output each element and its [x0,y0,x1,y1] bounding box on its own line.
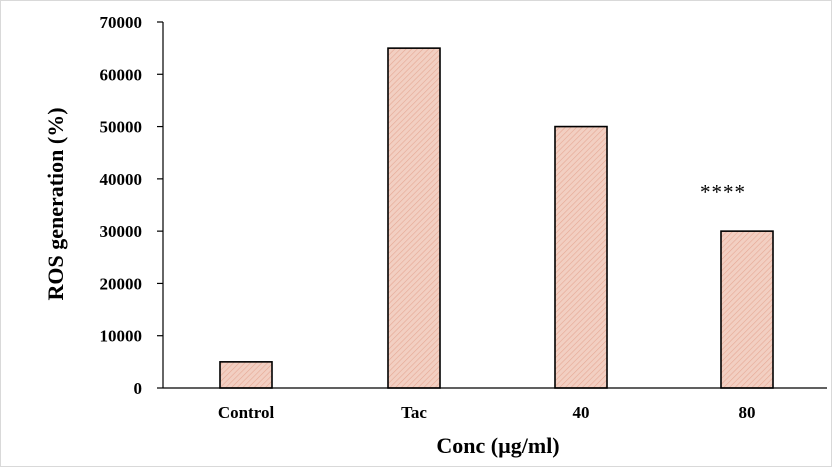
y-tick-label: 70000 [100,13,143,32]
bar-40 [554,125,608,389]
bar-80 [720,230,774,389]
bar-tac [387,47,441,389]
bar-control [219,361,273,389]
annotations: **** [700,180,746,204]
y-tick-label: 60000 [100,65,143,84]
x-tick-label: Control [218,403,275,422]
y-tick-labels: 0 10000 20000 30000 40000 50000 60000 70000 [100,13,163,398]
x-tick-label: 80 [739,403,756,422]
x-axis-title: Conc (µg/ml) [436,433,559,458]
y-tick-label: 50000 [100,118,143,137]
x-tick-labels: Control Tac 40 80 [218,403,756,422]
bars [219,47,774,389]
y-tick-label: 10000 [100,327,143,346]
x-tick-label: 40 [573,403,590,422]
y-tick-label: 0 [134,379,143,398]
y-tick-label: 40000 [100,170,143,189]
y-tick-label: 30000 [100,222,143,241]
x-tick-label: Tac [401,403,427,422]
y-axis-title: ROS generation (%) [43,107,68,300]
y-tick-label: 20000 [100,274,143,293]
significance-annotation: **** [700,180,746,204]
